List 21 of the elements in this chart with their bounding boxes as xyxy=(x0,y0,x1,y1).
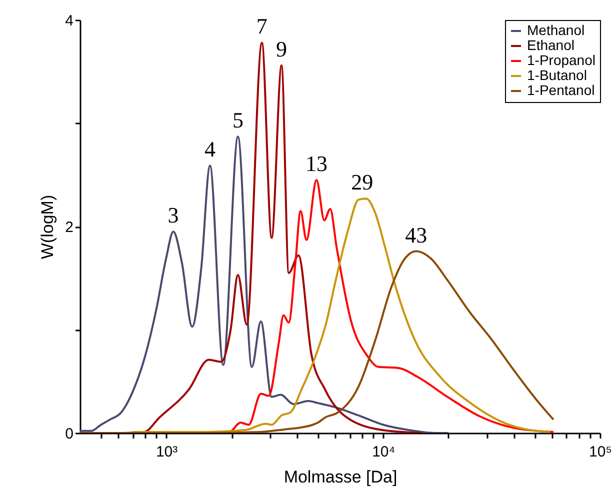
legend-label: 1-Propanol xyxy=(527,52,596,68)
legend-label: 1-Butanol xyxy=(527,67,587,83)
y-tick-label: 4 xyxy=(65,12,74,30)
legend-label: Methanol xyxy=(527,22,585,38)
annotation: 7 xyxy=(256,14,268,39)
x-tick-label: 10³ xyxy=(156,444,178,460)
y-tick-label: 0 xyxy=(65,426,74,442)
x-axis-title: Molmasse [Da] xyxy=(284,468,398,486)
y-axis-title: W(logM) xyxy=(38,194,58,260)
annotation: 5 xyxy=(232,108,244,133)
annotation: 13 xyxy=(306,151,328,176)
annotation: 9 xyxy=(276,36,288,62)
annotation: 3 xyxy=(168,202,179,228)
annotation: 43 xyxy=(405,222,428,248)
legend-label: Ethanol xyxy=(527,37,574,53)
y-tick-label: 2 xyxy=(65,219,74,236)
x-tick-label: 10⁵ xyxy=(589,444,612,460)
x-tick-label: 10⁴ xyxy=(372,444,396,460)
annotation: 4 xyxy=(204,136,216,162)
legend-label: 1-Pentanol xyxy=(527,82,595,98)
annotation: 29 xyxy=(351,170,374,195)
